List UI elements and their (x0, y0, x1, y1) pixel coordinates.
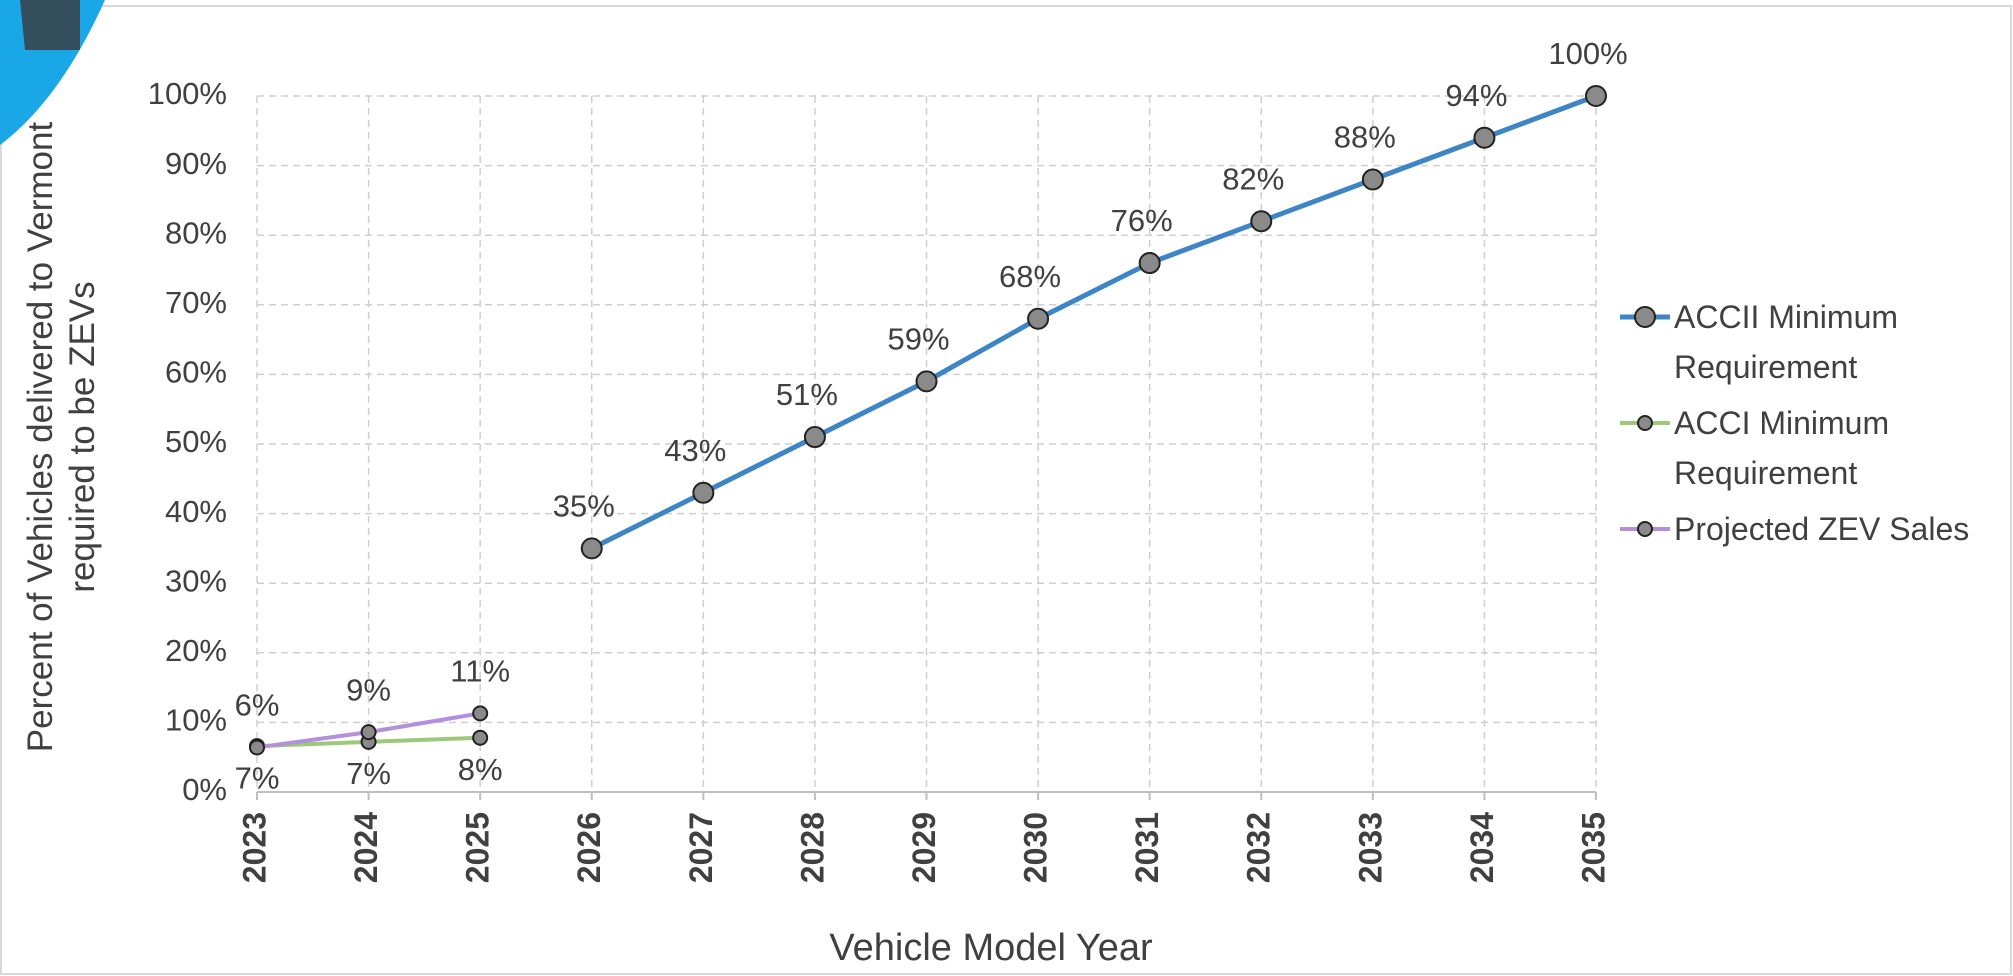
legend-item: ACCI Minimum Requirement (1618, 398, 2008, 498)
legend-item: ACCII Minimum Requirement (1618, 292, 2008, 392)
data-label: 82% (1222, 161, 1284, 196)
data-label: 7% (235, 760, 280, 795)
x-tick-label: 2035 (1575, 812, 1611, 883)
y-tick-label: 40% (165, 494, 227, 529)
data-label: 7% (346, 756, 391, 791)
x-tick-label: 2029 (906, 812, 942, 883)
legend-label: ACCI Minimum Requirement (1674, 405, 1890, 491)
x-tick-label: 2028 (794, 812, 830, 883)
x-axis-title: Vehicle Model Year (829, 927, 1153, 969)
legend-label: ACCII Minimum Requirement (1674, 299, 1899, 385)
data-label: 68% (999, 259, 1061, 294)
data-label: 35% (553, 489, 615, 524)
y-tick-label: 50% (165, 424, 227, 459)
data-point (803, 426, 826, 449)
data-label: 43% (664, 433, 726, 468)
x-tick-label: 2023 (236, 812, 272, 883)
y-axis-title: Percent of Vehicles delivered to Vermont… (21, 121, 102, 753)
x-tick-label: 2032 (1241, 812, 1277, 883)
legend-swatch (1620, 521, 1670, 537)
x-tick-label: 2034 (1464, 812, 1500, 883)
x-tick-label: 2026 (571, 812, 607, 883)
data-label: 9% (346, 672, 391, 707)
data-label: 76% (1111, 203, 1173, 238)
y-tick-label: 90% (165, 146, 227, 181)
legend-item: Projected ZEV Sales (1618, 504, 2008, 554)
data-label: 6% (235, 688, 280, 723)
data-label: 51% (776, 377, 838, 412)
data-point (472, 729, 489, 746)
y-tick-label: 20% (165, 633, 227, 668)
x-tick-label: 2030 (1018, 812, 1054, 883)
y-tick-label: 30% (165, 563, 227, 598)
data-point (1138, 252, 1161, 275)
data-point (1361, 168, 1384, 191)
data-point (472, 705, 489, 722)
data-label: 8% (458, 752, 503, 787)
data-point (915, 370, 938, 393)
data-point (249, 739, 265, 756)
data-point (1585, 85, 1607, 107)
corner-logo (20, 0, 80, 50)
legend-marker (1634, 306, 1656, 328)
y-tick-label: 0% (182, 772, 227, 807)
y-tick-label: 100% (148, 76, 227, 111)
x-tick-label: 2025 (460, 812, 496, 883)
data-point (360, 724, 377, 741)
x-tick-label: 2024 (348, 812, 384, 883)
x-tick-label: 2033 (1352, 812, 1388, 883)
data-label: 11% (450, 654, 510, 689)
data-point (580, 537, 603, 560)
data-label: 94% (1445, 78, 1507, 113)
legend-swatch (1620, 306, 1670, 328)
legend: ACCII Minimum Requirement ACCI Minimum Re… (1618, 292, 2008, 560)
data-label: 100% (1548, 36, 1627, 71)
legend-label: Projected ZEV Sales (1674, 511, 1970, 547)
y-tick-label: 80% (165, 215, 227, 250)
x-tick-label: 2027 (683, 812, 719, 883)
legend-marker (1637, 521, 1653, 537)
data-point (692, 481, 715, 504)
y-tick-label: 10% (165, 703, 227, 738)
data-point (1473, 126, 1496, 149)
data-point (1250, 210, 1273, 233)
y-tick-label: 70% (165, 285, 227, 320)
data-label: 59% (887, 322, 949, 357)
chart-frame (0, 5, 2012, 975)
x-tick-label: 2031 (1129, 812, 1165, 883)
data-point (1027, 307, 1050, 330)
series-line (590, 93, 1597, 551)
data-label: 88% (1334, 120, 1396, 155)
legend-swatch (1620, 415, 1670, 431)
legend-marker (1637, 415, 1653, 431)
y-tick-label: 60% (165, 355, 227, 390)
